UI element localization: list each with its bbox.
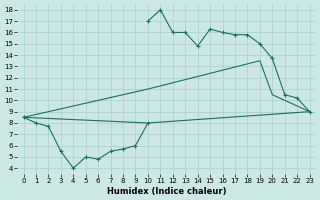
X-axis label: Humidex (Indice chaleur): Humidex (Indice chaleur): [107, 187, 226, 196]
